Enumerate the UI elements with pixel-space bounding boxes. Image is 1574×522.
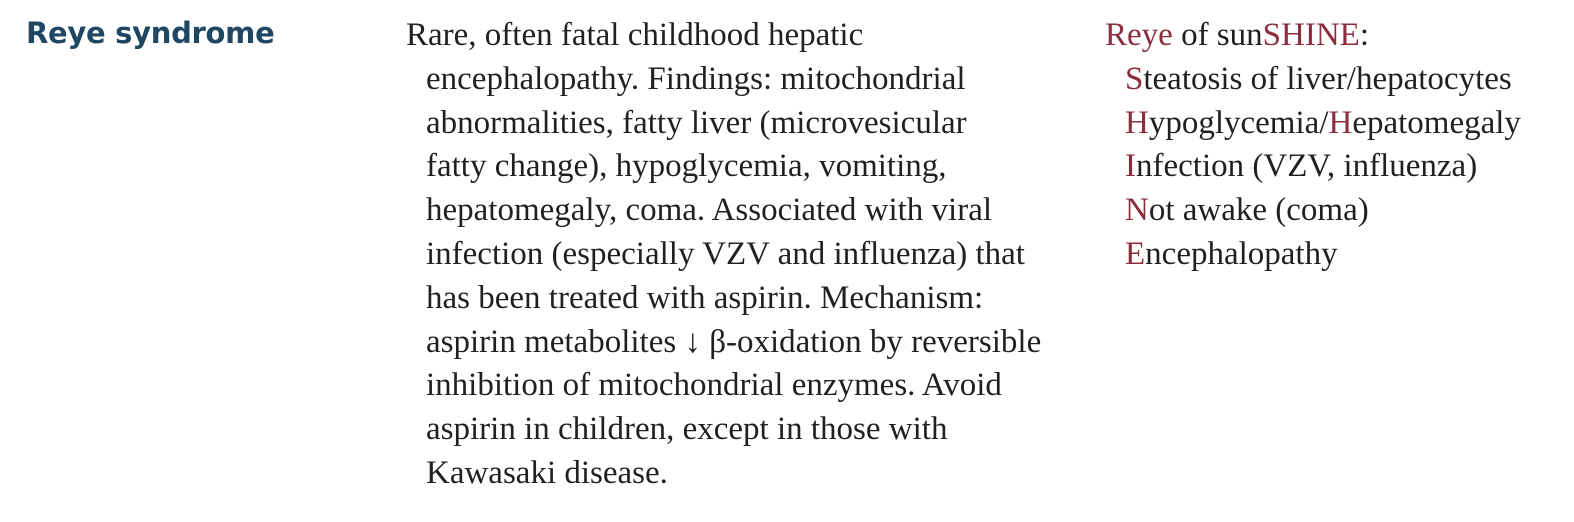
description-line: encephalopathy. Findings: mitochondrial xyxy=(426,60,966,97)
description-line: Kawasaki disease. xyxy=(426,454,668,491)
mnemonic-headline-of-sun: of sun xyxy=(1172,17,1263,53)
term-heading: Reye syndrome xyxy=(26,16,275,50)
description-line: infection (especially VZV and influenza)… xyxy=(426,235,1025,272)
mnemonic-letter: S xyxy=(1125,60,1144,97)
mnemonic-text: teatosis of liver/hepatocytes xyxy=(1143,60,1512,97)
description-line: abnormalities, fatty liver (microvesicul… xyxy=(426,104,967,141)
mnemonic-headline-shine: SHINE xyxy=(1262,17,1360,53)
description-line: inhibition of mitochondrial enzymes. Avo… xyxy=(426,367,1002,404)
mnemonic-text: ncephalopathy xyxy=(1145,235,1338,272)
mnemonic-text: nfection (VZV, influenza) xyxy=(1136,148,1478,185)
mnemonic-headline-reye: Reye xyxy=(1105,17,1173,53)
mnemonic-text: epatomegaly xyxy=(1352,104,1521,141)
mnemonic-letter: N xyxy=(1125,192,1149,229)
description: Rare, often fatal childhood hepatic ence… xyxy=(406,14,1066,496)
description-line: hepatomegaly, coma. Associated with vira… xyxy=(426,192,993,229)
mnemonic-item-h: Hypoglycemia/Hepatomegaly xyxy=(1105,102,1570,146)
mnemonic-letter: E xyxy=(1125,235,1146,272)
description-line: aspirin metabolites ↓ β-oxidation by rev… xyxy=(426,323,1042,360)
mnemonic-item-i: Infection (VZV, influenza) xyxy=(1105,145,1570,189)
description-line: aspirin in children, except in those wit… xyxy=(426,411,948,448)
mnemonic: Reye of sunSHINE: Steatosis of liver/hep… xyxy=(1105,14,1570,277)
description-line: Rare, often fatal childhood hepatic xyxy=(406,17,864,53)
mnemonic-text: ot awake (coma) xyxy=(1148,192,1369,229)
mnemonic-item-s: Steatosis of liver/hepatocytes xyxy=(1105,58,1570,102)
mnemonic-letter: I xyxy=(1125,148,1136,185)
mnemonic-letter: H xyxy=(1328,104,1353,141)
description-line: has been treated with aspirin. Mechanism… xyxy=(426,279,984,316)
mnemonic-headline-colon: : xyxy=(1359,17,1369,53)
mnemonic-text: ypoglycemia/ xyxy=(1148,104,1329,141)
mnemonic-letter: H xyxy=(1125,104,1149,141)
mnemonic-item-e: Encephalopathy xyxy=(1105,233,1570,277)
description-line: fatty change), hypoglycemia, vomiting, xyxy=(426,148,947,185)
mnemonic-item-n: Not awake (coma) xyxy=(1105,189,1570,233)
mnemonic-headline: Reye of sunSHINE: xyxy=(1105,14,1570,58)
